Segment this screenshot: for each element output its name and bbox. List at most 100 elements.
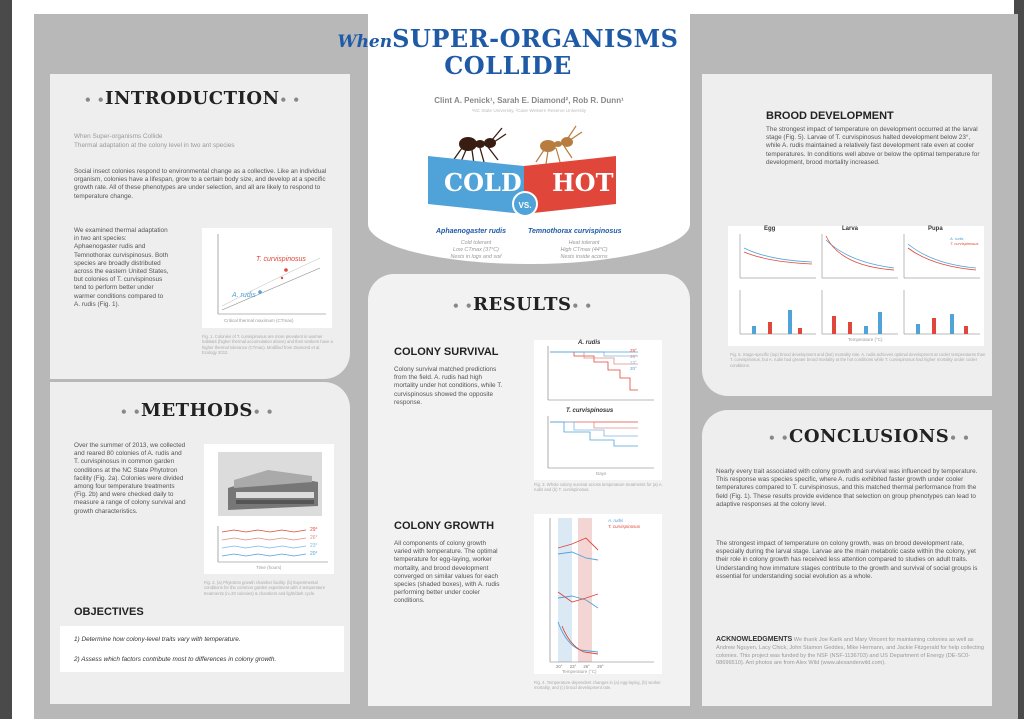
legend-26: 26°: [630, 354, 637, 359]
cold-desc-3: Nests in logs and soil: [450, 254, 502, 260]
authors: Clint A. Penick¹, Sarah E. Diamond², Rob…: [434, 96, 624, 105]
results-heading-text: RESULTS: [473, 294, 572, 315]
colony-survival-heading: COLONY SURVIVAL: [394, 346, 499, 358]
figure-1-cold-label: A. rudis: [232, 292, 256, 299]
introduction-heading-text: INTRODUCTION: [105, 88, 280, 109]
figure-4-xlabel: Temperature (°C): [562, 669, 597, 674]
vs-label: VS.: [518, 201, 532, 210]
poster-title: WhenSUPER-ORGANISMS COLLIDE: [318, 24, 698, 80]
figure-3-plots: [547, 346, 654, 469]
conclusions-heading: • •CONCLUSIONS• •: [768, 426, 971, 447]
legend-29: 29°: [630, 348, 637, 353]
acknowledgments-text: We thank Joe Karik and Mary Vincent for …: [716, 637, 985, 667]
hot-desc-3: Nests inside acorns: [560, 254, 608, 260]
figure-1: T. curvispinosus A. rudis Critical therm…: [202, 228, 332, 328]
methods-paragraph: Over the summer of 2013, we collected an…: [74, 442, 186, 515]
figure-5-caption: Fig. 5. Stage-specific (top) brood devel…: [730, 352, 986, 368]
species-cold-name: Aphaenogaster rudis: [436, 228, 507, 235]
left-border: [0, 0, 12, 719]
figure-1-hot-label: T. curvispinosus: [256, 256, 306, 263]
brood-development-heading: BROOD DEVELOPMENT: [766, 110, 894, 122]
intro-paragraph-1: Social insect colonies respond to enviro…: [74, 168, 327, 200]
conclusions-paragraph-2: The strongest impact of temperature on c…: [716, 540, 978, 580]
figure-1-caption: Fig. 1. Colonies of T. curvispinosus are…: [202, 334, 333, 356]
conclusions-panel: [702, 410, 992, 706]
figure-5-legend: A. rudis T. curvispinosus: [950, 236, 979, 246]
temp-label-26: 26°: [310, 535, 318, 541]
colony-growth-paragraph: All components of colony growth varied w…: [394, 540, 500, 605]
methods-heading: • •METHODS• •: [120, 400, 274, 421]
figure-4-plots: [549, 518, 654, 663]
light-ant-icon: [535, 125, 583, 165]
results-heading: • •RESULTS• •: [452, 294, 593, 315]
hot-label: HOT: [552, 168, 614, 197]
figure-2-graphics: [217, 452, 328, 563]
conclusions-heading-text: CONCLUSIONS: [789, 426, 950, 447]
hot-desc-1: Heat tolerant: [568, 240, 600, 246]
legend-a-rudis: A. rudis: [608, 518, 624, 523]
temp-label-23: 23°: [310, 543, 318, 549]
cold-desc-2: Low CTmax (37°C): [453, 247, 499, 253]
figure-5-xlabel: Temperature (°C): [848, 337, 883, 342]
vs-badge: VS.: [512, 191, 538, 217]
xtick-29: 29°: [597, 664, 604, 669]
brood-development-paragraph: The strongest impact of temperature on d…: [766, 126, 980, 166]
objectives-box: [60, 626, 344, 672]
figure-4: A. rudis T. curvispinosus 20° 23° 26° 29…: [534, 514, 662, 674]
species-cold-desc: Cold tolerant Low CTmax (37°C) Nests in …: [436, 240, 516, 261]
objective-2: 2) Assess which factors contribute most …: [74, 656, 277, 663]
legend-t-curvispinosus: T. curvispinosus: [608, 524, 641, 529]
introduction-heading: • •INTRODUCTION• •: [84, 88, 301, 109]
colony-growth-heading: COLONY GROWTH: [394, 520, 495, 532]
title-panel: [368, 14, 690, 264]
intro-subtitle-1: When Super-organisms Collide: [74, 133, 163, 140]
objectives-heading: OBJECTIVES: [74, 606, 144, 618]
figure-3-legend: 29° 26° 23° 20°: [630, 348, 637, 372]
xtick-26: 26°: [583, 664, 590, 669]
brood-stage-larva: Larva: [842, 226, 859, 232]
brood-legend-t-curvispinosus: T. curvispinosus: [950, 241, 979, 246]
intro-paragraph-2: We examined thermal adaptation in two an…: [74, 227, 169, 308]
figure-2-caption: Fig. 2. (a) Phytotron growth chamber fac…: [204, 580, 326, 596]
conclusions-paragraph-1: Nearly every trait associated with colon…: [716, 468, 978, 508]
temp-label-20: 20°: [310, 551, 318, 557]
figure-3: A. rudis T. curvispinosus 29° 26° 23° 20…: [534, 340, 662, 480]
right-border: [1014, 0, 1024, 719]
cold-label: COLD: [444, 168, 522, 197]
objective-1: 1) Determine how colony-level traits var…: [74, 636, 241, 643]
brood-stage-egg: Egg: [764, 226, 776, 232]
acknowledgments: ACKNOWLEDGMENTS We thank Joe Karik and M…: [716, 636, 986, 668]
brood-legend-a-rudis: A. rudis: [950, 236, 964, 241]
introduction-panel: [50, 74, 350, 379]
figure-3-panel-a-title: A. rudis: [578, 340, 601, 346]
species-hot-name: Temnothorax curvispinosus: [528, 228, 622, 235]
figure-3-panel-b-title: T. curvispinosus: [566, 408, 614, 414]
figure-4-xticks: 20° 23° 26° 29°: [556, 664, 604, 669]
cold-desc-1: Cold tolerant: [460, 240, 492, 246]
legend-20: 20°: [630, 366, 637, 371]
colony-survival-paragraph: Colony survival matched predictions from…: [394, 366, 503, 406]
cold-hot-badge: [428, 156, 616, 214]
species-hot-desc: Heat tolerant High CTmax (44°C) Nests in…: [544, 240, 624, 261]
xtick-23: 23°: [569, 664, 577, 669]
figure-2: 29° 26° 23° 20° Time (hours): [204, 444, 334, 574]
figure-4-caption: Fig. 4. Temperature-dependent changes in…: [534, 680, 661, 691]
figure-5: Egg Larva Pupa A. rudis T. curvispinosus…: [728, 226, 984, 346]
hot-desc-2: High CTmax (44°C): [560, 247, 608, 253]
title-prefix: When: [337, 32, 393, 52]
figure-1-xlabel: Critical thermal maximum (CTmax): [224, 318, 294, 323]
ant-images: [451, 125, 583, 165]
figure-2-xlabel: Time (hours): [256, 565, 282, 570]
title-line2: COLLIDE: [444, 51, 572, 80]
figure-4-legend: A. rudis T. curvispinosus: [608, 518, 640, 530]
methods-heading-text: METHODS: [141, 400, 253, 421]
acknowledgments-heading: ACKNOWLEDGMENTS: [716, 636, 793, 643]
title-line1: SUPER-ORGANISMS: [392, 24, 679, 53]
figure-1-plot: [217, 234, 326, 315]
legend-23: 23°: [630, 360, 637, 365]
figure-3-xlabel: Days: [596, 471, 607, 476]
dark-ant-icon: [451, 127, 507, 165]
figure-3-caption: Fig. 3. Whole colony survival across tem…: [534, 482, 663, 493]
xtick-20: 20°: [556, 664, 563, 669]
